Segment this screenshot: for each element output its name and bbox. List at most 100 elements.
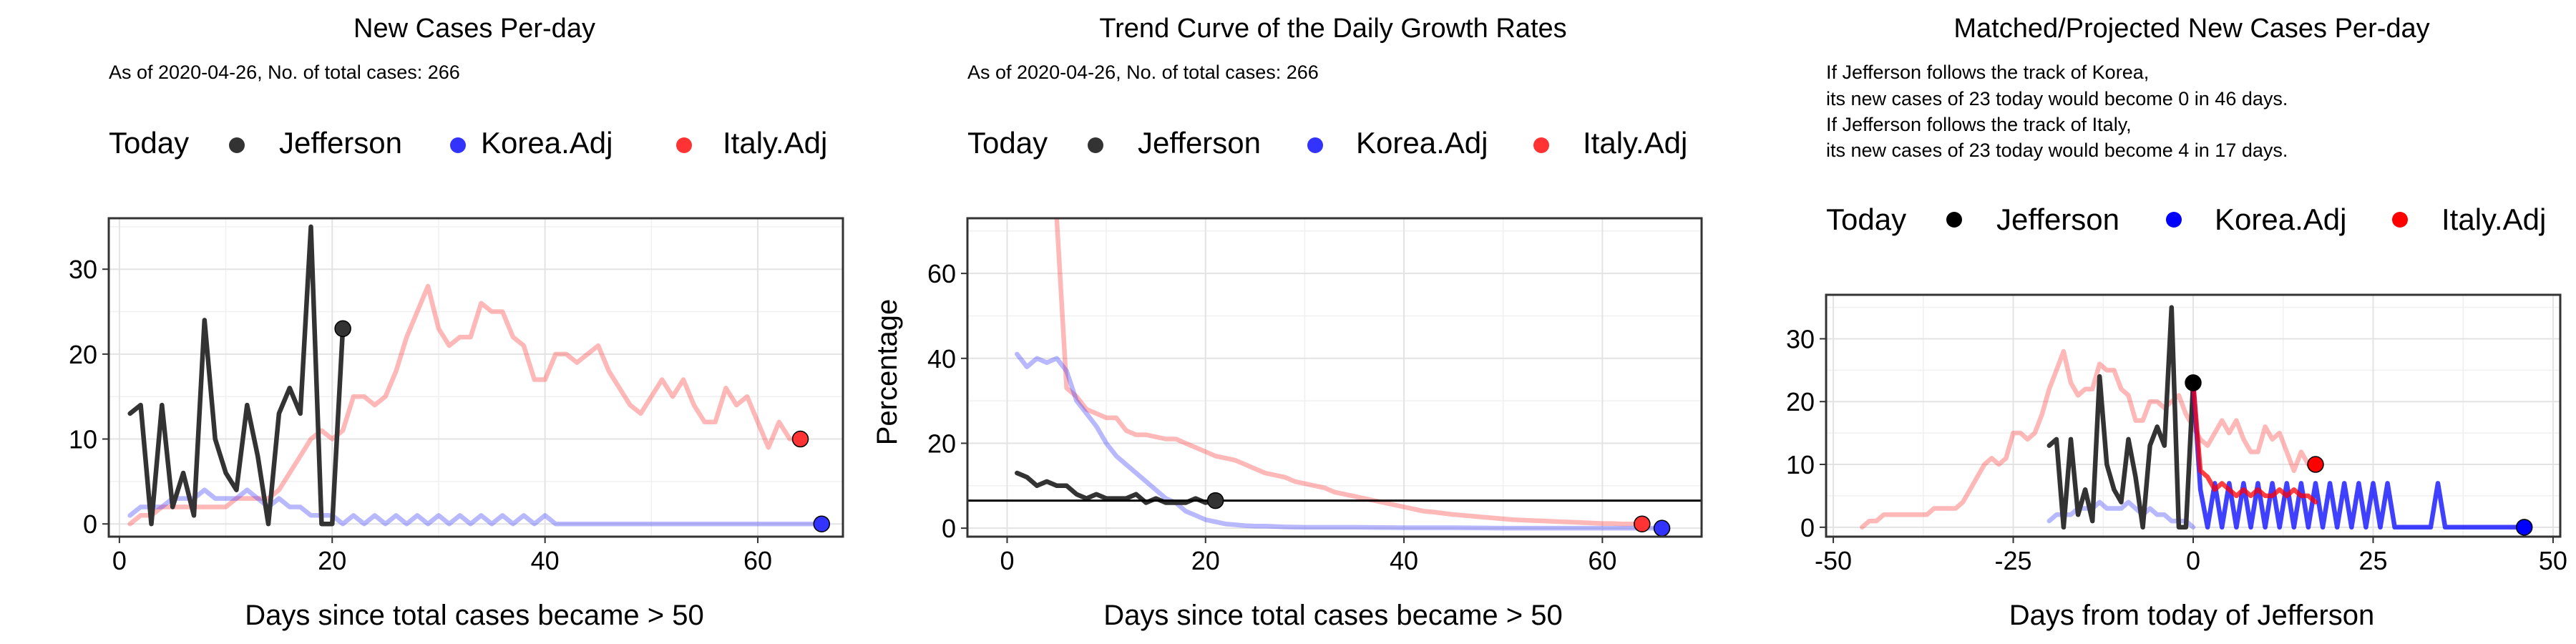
today-points <box>334 320 831 532</box>
x-tick-label: 60 <box>743 546 772 575</box>
y-tick-label: 30 <box>69 255 97 284</box>
chart-subtitle: As of 2020-04-26, No. of total cases: 26… <box>109 62 460 83</box>
today-point-korea-adj <box>2515 519 2533 536</box>
legend-title: Today <box>1826 203 1906 236</box>
x-tick-label: 0 <box>112 546 127 575</box>
y-tick-label: 20 <box>1786 387 1815 416</box>
series-lines <box>1015 218 1664 531</box>
today-point-korea-adj <box>813 515 831 532</box>
chart-subtitle-line-3: If Jefferson follows the track of Italy, <box>1826 114 2132 135</box>
legend-swatch-korea <box>450 137 466 153</box>
y-axis: 0 20 40 60 <box>927 259 967 543</box>
x-tick-label: 40 <box>531 546 560 575</box>
x-tick-label: -50 <box>1815 546 1852 575</box>
y-tick-label: 0 <box>1800 513 1815 542</box>
chart-subtitle-line-2: its new cases of 23 today would become 0… <box>1826 88 2288 109</box>
series-line-italy-adj-matched <box>1860 348 2318 530</box>
y-tick-label: 10 <box>69 425 97 454</box>
x-tick-label: 0 <box>1000 546 1014 575</box>
today-point-jefferson <box>1206 492 1224 509</box>
legend-title: Today <box>109 126 189 160</box>
chart-title: Trend Curve of the Daily Growth Rates <box>1099 14 1566 44</box>
legend-swatch-italy <box>676 137 692 153</box>
x-axis: 0 20 40 60 <box>112 537 772 575</box>
plot-frame <box>107 217 844 538</box>
legend-label-korea: Korea.Adj <box>481 126 613 160</box>
x-axis-label: Days from today of Jefferson <box>2009 600 2375 631</box>
series-line-jefferson <box>1015 470 1218 505</box>
gridlines <box>1826 295 2560 537</box>
x-axis-label: Days since total cases became > 50 <box>245 600 703 631</box>
x-axis-label: Days since total cases became > 50 <box>1103 600 1562 631</box>
legend-label-italy: Italy.Adj <box>2441 203 2546 236</box>
series-line-korea-adj <box>1015 351 1664 531</box>
x-tick-label: 60 <box>1588 546 1616 575</box>
x-axis: -50 -25 0 25 50 <box>1815 537 2567 575</box>
x-tick-label: 50 <box>2539 546 2567 575</box>
series-line-italy-adj <box>127 283 803 527</box>
gridlines <box>109 218 843 537</box>
series-line-korea-adj-projected <box>2190 380 2527 530</box>
y-tick-label: 30 <box>1786 324 1815 353</box>
plot-frame <box>966 217 1703 538</box>
legend-label-korea: Korea.Adj <box>2215 203 2346 236</box>
legend-swatch-italy <box>2392 212 2408 228</box>
chart-subtitle-line-4: its new cases of 23 today would become 4… <box>1826 140 2288 161</box>
legend-label-italy: Italy.Adj <box>1583 126 1687 160</box>
legend-swatch-jefferson <box>1088 137 1103 153</box>
series-line-korea-adj <box>127 487 824 527</box>
today-point-korea-adj <box>1653 519 1671 537</box>
legend: Today Jefferson Korea.Adj Italy.Adj <box>1826 203 2546 236</box>
y-tick-label: 0 <box>942 514 956 543</box>
y-tick-label: 20 <box>927 429 956 458</box>
legend-label-italy: Italy.Adj <box>723 126 827 160</box>
series-line-jefferson <box>127 224 346 527</box>
y-tick-label: 60 <box>927 259 956 288</box>
today-point-italy-adj <box>2307 456 2324 473</box>
legend-swatch-jefferson <box>1946 212 1962 228</box>
today-points <box>2185 374 2533 536</box>
y-axis: 0 10 20 30 <box>69 255 109 539</box>
gridlines <box>967 218 1702 537</box>
chart-title: Matched/Projected New Cases Per-day <box>1953 14 2429 44</box>
y-tick-label: 10 <box>1786 450 1815 479</box>
today-point-italy-adj <box>1634 515 1651 532</box>
series-line-italy-adj <box>1054 218 1645 527</box>
legend-label-jefferson: Jefferson <box>1996 203 2119 236</box>
x-tick-label: 20 <box>318 546 346 575</box>
legend: Today Jefferson Korea.Adj Italy.Adj <box>967 126 1687 160</box>
legend-label-korea: Korea.Adj <box>1356 126 1488 160</box>
series-lines <box>1860 305 2527 530</box>
x-axis: 0 20 40 60 <box>1000 537 1616 575</box>
chart-matched-projected-cases: Matched/Projected New Cases Per-day If J… <box>1786 14 2567 631</box>
legend-swatch-korea <box>2166 212 2182 228</box>
legend-title: Today <box>967 126 1048 160</box>
chart-subtitle-line-1: If Jefferson follows the track of Korea, <box>1826 62 2149 83</box>
series-lines <box>127 224 824 527</box>
y-tick-label: 40 <box>927 344 956 374</box>
legend: Today Jefferson Korea.Adj Italy.Adj <box>109 126 827 160</box>
y-tick-label: 0 <box>83 509 97 539</box>
legend-swatch-jefferson <box>229 137 245 153</box>
chart-daily-growth-rates: Trend Curve of the Daily Growth Rates As… <box>872 14 1703 631</box>
legend-swatch-korea <box>1307 137 1323 153</box>
y-axis: 0 10 20 30 <box>1786 324 1826 542</box>
chart-new-cases-per-day: New Cases Per-day As of 2020-04-26, No. … <box>69 14 844 631</box>
x-tick-label: 0 <box>2186 546 2200 575</box>
series-line-korea-adj-matched <box>2046 499 2196 530</box>
chart-title: New Cases Per-day <box>353 14 595 44</box>
chart-subtitle: As of 2020-04-26, No. of total cases: 26… <box>967 62 1319 83</box>
series-line-italy-adj-projected <box>2190 380 2318 504</box>
y-axis-label: Percentage <box>872 299 903 446</box>
legend-label-jefferson: Jefferson <box>1138 126 1261 160</box>
today-point-italy-adj <box>791 430 809 448</box>
x-tick-label: 40 <box>1390 546 1418 575</box>
x-tick-label: -25 <box>1995 546 2032 575</box>
today-point-jefferson <box>334 320 351 338</box>
legend-label-jefferson: Jefferson <box>279 126 402 160</box>
x-tick-label: 25 <box>2358 546 2387 575</box>
series-line-jefferson <box>2046 305 2196 530</box>
y-tick-label: 20 <box>69 340 97 369</box>
